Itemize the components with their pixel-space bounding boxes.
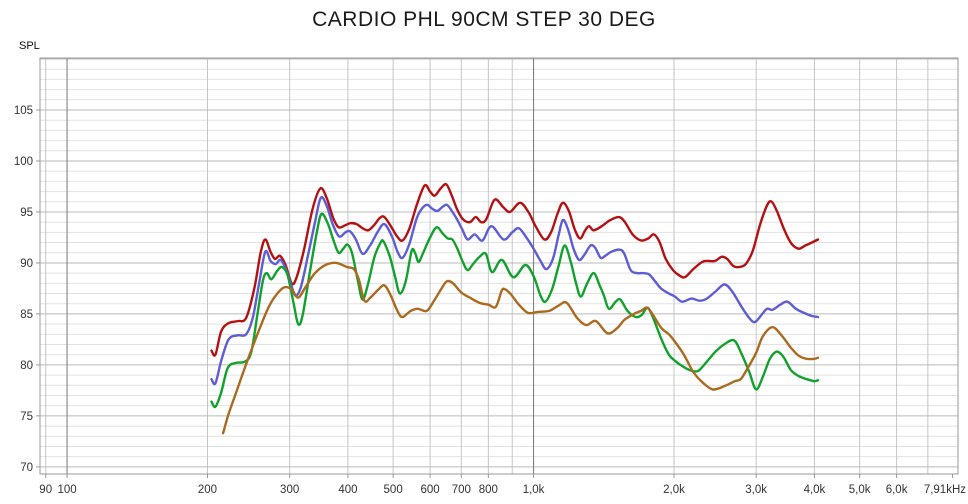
x-tick-label: 6,0k: [886, 484, 908, 496]
y-tick-label: 85: [20, 309, 33, 321]
series-red-curve: [210, 182, 820, 357]
x-tick-label: 500: [384, 484, 403, 496]
series-green-curve: [210, 212, 820, 409]
series-brown-curve: [221, 261, 820, 435]
x-tick-label: 90: [39, 484, 52, 496]
x-tick-label: 1,0k: [523, 484, 545, 496]
x-tick-label: 5,0k: [849, 484, 871, 496]
y-tick-label: 95: [20, 207, 33, 219]
x-tick-label: 3,0k: [745, 484, 767, 496]
x-tick-label: 200: [198, 484, 217, 496]
x-tick-label: 800: [479, 484, 498, 496]
x-tick-label: 300: [280, 484, 299, 496]
x-tick-label: 4,0k: [804, 484, 826, 496]
y-tick-label: 80: [20, 360, 33, 372]
series-blue-curve: [210, 195, 820, 386]
chart-title: CARDIO PHL 90CM STEP 30 DEG: [312, 8, 656, 31]
x-tick-label: 700: [452, 484, 471, 496]
y-axis-label: SPL: [19, 40, 40, 52]
y-tick-label: 70: [20, 462, 33, 474]
plot-frame: [39, 57, 959, 475]
x-tick-label: 100: [57, 484, 76, 496]
x-tick-label: 2,0k: [663, 484, 685, 496]
y-tick-label: 105: [14, 105, 33, 117]
y-tick-label: 75: [20, 411, 33, 423]
x-tick-label: 600: [420, 484, 439, 496]
x-tick-label: 7,91kHz: [924, 484, 966, 496]
y-tick-label: 100: [14, 156, 33, 168]
x-tick-label: 400: [338, 484, 357, 496]
y-tick-label: 90: [20, 258, 33, 270]
